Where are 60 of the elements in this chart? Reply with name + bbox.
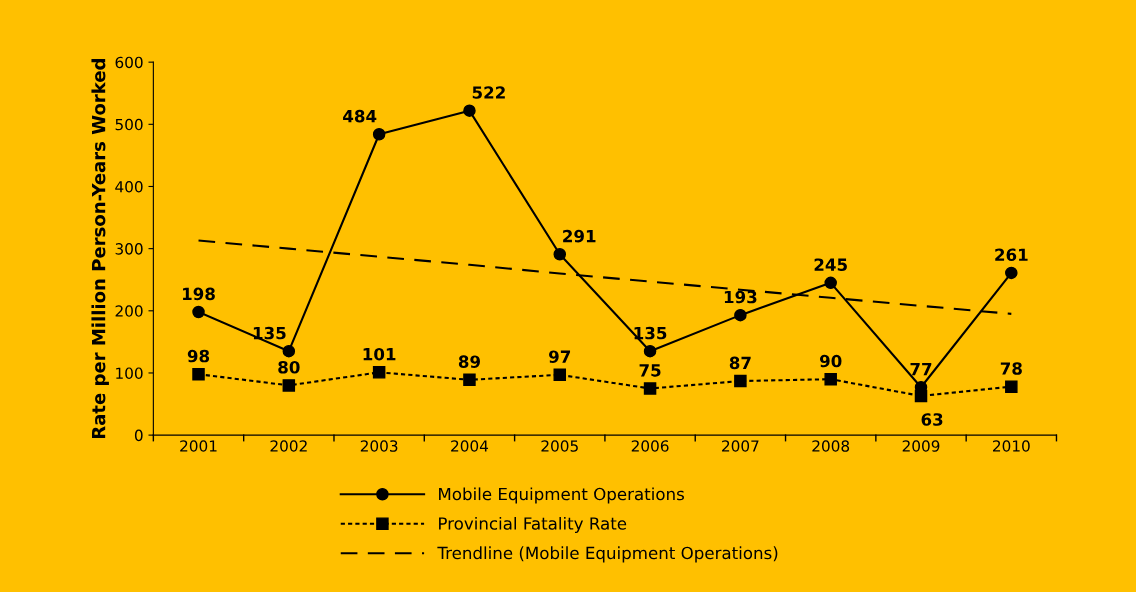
y-tick-label: 400 <box>115 180 143 193</box>
x-tick-label: 2004 <box>451 440 489 452</box>
y-axis-title: Rate per Million Person-Years Worked <box>91 59 109 439</box>
data-label: 135 <box>634 326 667 340</box>
data-label: 87 <box>729 356 751 370</box>
data-label: 261 <box>995 248 1028 262</box>
y-tick-label: 200 <box>115 305 143 317</box>
x-tick-label: 2009 <box>902 440 940 452</box>
point <box>463 373 476 387</box>
data-label: 135 <box>253 326 286 340</box>
legend-label: Trendline (Mobile Equipment Operations) <box>437 546 778 563</box>
point <box>734 374 747 388</box>
x-tick-label: 2008 <box>812 440 850 452</box>
data-label: 78 <box>1000 362 1022 375</box>
x-tick-label: 2003 <box>360 440 398 452</box>
data-label: 522 <box>472 86 505 99</box>
data-label: 245 <box>814 258 847 271</box>
point <box>463 104 476 117</box>
point <box>372 128 386 141</box>
x-tick-label: 2005 <box>541 440 578 452</box>
x-tick-label: 2007 <box>722 440 759 452</box>
legend-label: Mobile Equipment Operations <box>439 487 684 504</box>
y-tick-label: 300 <box>115 243 143 255</box>
data-label: 80 <box>278 360 300 374</box>
data-label: 193 <box>724 290 757 304</box>
y-tick-label: 500 <box>115 118 143 131</box>
data-label: 484 <box>343 109 377 123</box>
point <box>372 366 386 379</box>
point <box>553 247 567 261</box>
x-tick-label: 2002 <box>270 440 307 452</box>
legend-label: Provincial Fatality Rate <box>439 516 627 534</box>
data-label: 101 <box>363 347 396 361</box>
data-label: 75 <box>639 364 661 377</box>
point <box>643 382 657 395</box>
point <box>553 368 567 382</box>
y-tick-label: 0 <box>134 429 143 442</box>
point <box>1005 380 1018 393</box>
point <box>734 308 747 322</box>
point <box>192 367 205 381</box>
data-label: 97 <box>549 350 571 363</box>
point <box>824 276 837 290</box>
data-label: 89 <box>458 355 480 368</box>
point <box>1005 266 1018 280</box>
y-tick-label: 600 <box>115 56 143 69</box>
point <box>192 305 205 319</box>
point <box>282 344 296 358</box>
data-label: 77 <box>910 363 932 376</box>
data-label: 90 <box>819 354 842 368</box>
data-label: 98 <box>187 349 210 363</box>
data-label: 291 <box>563 229 596 243</box>
point <box>914 389 928 403</box>
data-label: 198 <box>183 287 215 301</box>
point <box>824 372 837 386</box>
point <box>282 379 296 392</box>
x-tick-label: 2006 <box>631 440 669 452</box>
data-label: 63 <box>921 413 943 426</box>
y-tick-label: 100 <box>116 367 143 379</box>
x-tick-label: 2001 <box>180 440 217 452</box>
point <box>643 344 657 358</box>
x-tick-label: 2010 <box>993 440 1030 452</box>
